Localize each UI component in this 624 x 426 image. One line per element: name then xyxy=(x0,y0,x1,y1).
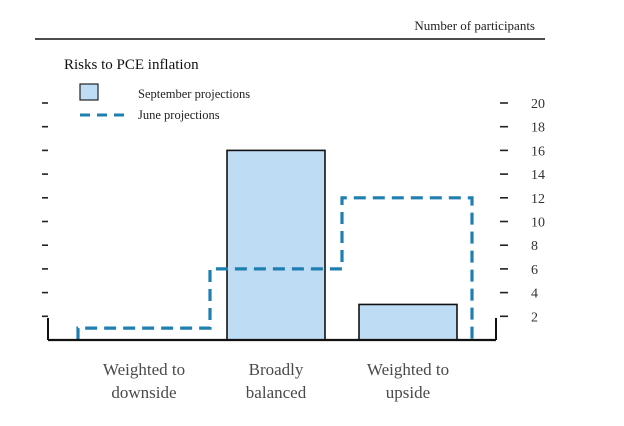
y-tick-label: 4 xyxy=(531,287,538,302)
tick-labels: 2 4 6 8 10 12 14 16 18 20 xyxy=(531,97,545,325)
bar-september xyxy=(358,303,458,341)
y-tick-label: 14 xyxy=(531,168,545,183)
legend-label-june: June projections xyxy=(138,108,220,122)
category-labels: Weighted to downside Broadly balanced Weight… xyxy=(103,360,449,402)
y-tick-label: 20 xyxy=(531,97,545,112)
y-tick-label: 12 xyxy=(531,192,545,207)
category-label: downside xyxy=(111,383,176,402)
y-tick-label: 16 xyxy=(531,144,545,159)
left-axis xyxy=(42,102,48,318)
legend-swatch-september xyxy=(79,83,99,101)
y-tick-label: 10 xyxy=(531,216,545,231)
y-tick-label: 8 xyxy=(531,239,538,254)
bar-september xyxy=(226,149,326,341)
category-label: upside xyxy=(386,383,430,402)
header-note: Number of participants xyxy=(414,18,535,33)
category-label: balanced xyxy=(246,383,307,402)
y-tick-label: 18 xyxy=(531,121,545,136)
category-label: Broadly xyxy=(249,360,304,379)
legend-label-september: September projections xyxy=(138,87,250,101)
line-series-june xyxy=(76,196,474,340)
chart-title: Risks to PCE inflation xyxy=(64,57,199,73)
legend: September projections June projections xyxy=(79,83,250,122)
y-tick-label: 2 xyxy=(531,310,538,325)
right-axis xyxy=(500,102,508,318)
bar-series-september xyxy=(226,149,458,341)
category-label: Weighted to xyxy=(367,360,449,379)
june-step-line xyxy=(76,196,474,340)
category-label: Weighted to xyxy=(103,360,185,379)
y-tick-label: 6 xyxy=(531,263,538,278)
plot-frame xyxy=(47,318,497,342)
